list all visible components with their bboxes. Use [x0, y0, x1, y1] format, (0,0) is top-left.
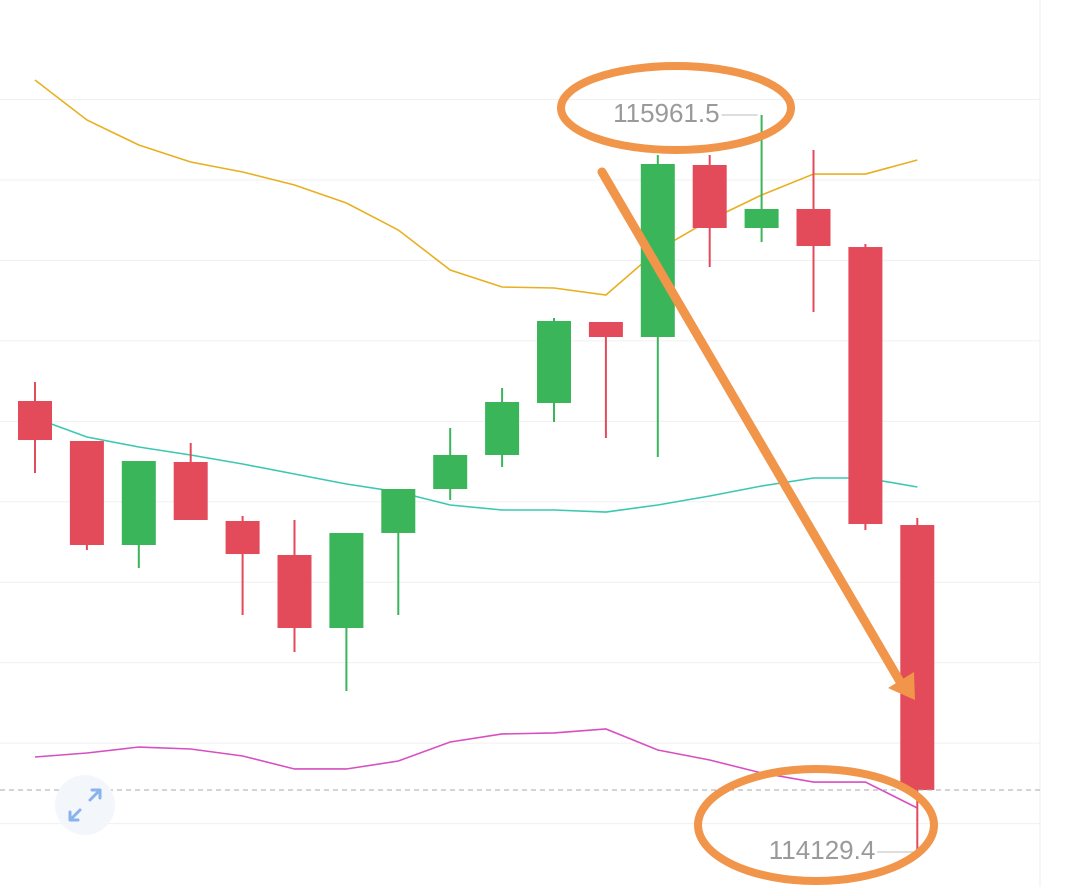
- zoom-button[interactable]: [55, 775, 115, 835]
- candle-body: [485, 402, 520, 455]
- candle-body: [433, 454, 468, 490]
- candle-body: [848, 247, 883, 525]
- highlight-ellipse: [557, 62, 795, 154]
- indicator-line: [34, 79, 918, 296]
- candle-body: [277, 554, 312, 628]
- candle-body: [69, 440, 104, 546]
- annotation-shapes: [557, 62, 938, 885]
- annotation-label: 115961.5: [613, 98, 720, 128]
- candle-body: [18, 401, 52, 441]
- zoom-bg[interactable]: [55, 775, 115, 835]
- indicator-line: [34, 417, 918, 513]
- candle-body: [381, 489, 416, 533]
- candle-body: [744, 209, 779, 228]
- candle-body: [173, 461, 208, 520]
- candle-body: [692, 165, 727, 228]
- trend-arrow: [597, 167, 907, 690]
- candle-body: [121, 461, 156, 546]
- candle-body: [796, 209, 831, 247]
- annotation-label: 114129.4: [769, 835, 876, 865]
- candle-body: [588, 322, 623, 338]
- candle-body: [329, 532, 364, 628]
- candle-body: [537, 320, 571, 404]
- zoom-icon[interactable]: [68, 788, 102, 822]
- arrow-head: [888, 672, 915, 700]
- candle-body: [225, 520, 260, 555]
- candle-body: [900, 525, 935, 791]
- highlight-ellipse: [694, 765, 938, 885]
